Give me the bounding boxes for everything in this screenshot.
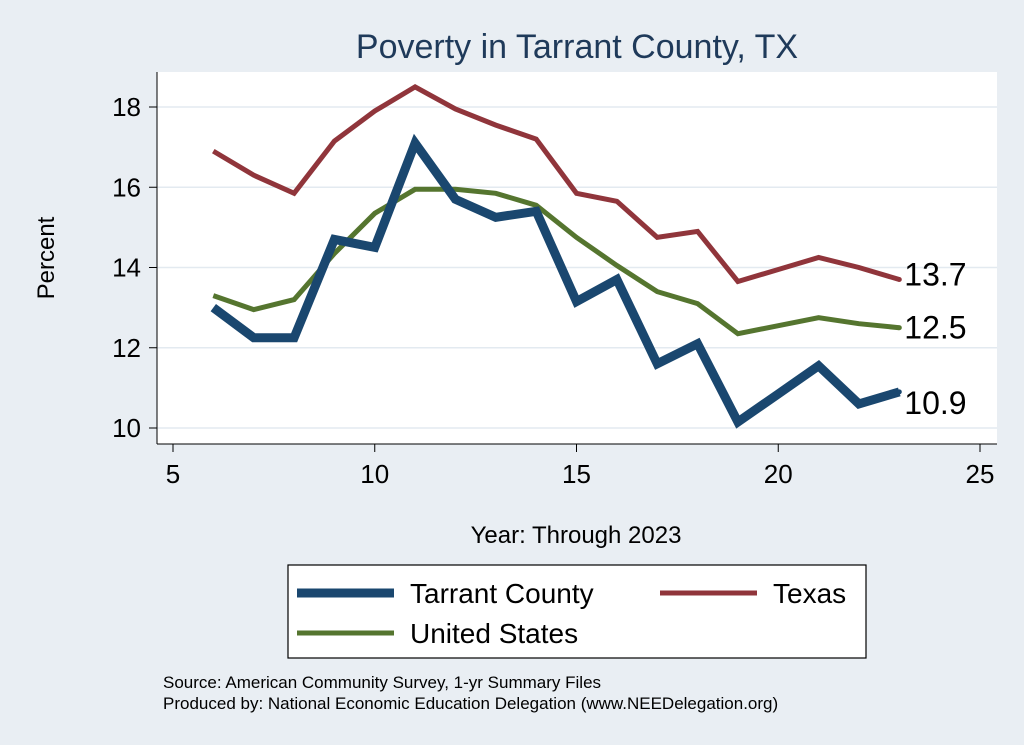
y-axis-title: Percent — [33, 216, 60, 299]
end-marker-texas — [896, 277, 902, 283]
source-note: Source: American Community Survey, 1-yr … — [163, 673, 601, 692]
legend-label-united-states: United States — [410, 618, 578, 649]
series-line-texas — [212, 84, 901, 285]
end-labels: 10.9 13.7 12.5 — [896, 257, 967, 421]
legend-label-tarrant-county: Tarrant County — [410, 578, 594, 609]
plot-area — [157, 72, 997, 444]
chart-title: Poverty in Tarrant County, TX — [356, 28, 798, 66]
x-tick-label-5: 5 — [166, 459, 180, 489]
producer-note: Produced by: National Economic Education… — [163, 694, 778, 713]
series-line-tarrant-county — [210, 133, 901, 429]
y-tick-label-16: 16 — [112, 172, 141, 202]
end-marker-united-states — [896, 325, 902, 331]
legend-box — [287, 564, 867, 659]
end-label-tarrant-county: 10.9 — [904, 385, 966, 421]
x-tick-label-10: 10 — [360, 459, 389, 489]
y-tick-label-18: 18 — [112, 92, 141, 122]
x-axis-title: Year: Through 2023 — [471, 522, 682, 549]
end-label-united-states: 12.5 — [904, 310, 966, 346]
end-label-texas: 13.7 — [904, 257, 966, 293]
y-tick-label-12: 12 — [112, 333, 141, 363]
x-axis-ticks: 5 10 15 20 25 — [166, 444, 995, 489]
x-tick-label-20: 20 — [764, 459, 793, 489]
x-tick-label-15: 15 — [562, 459, 591, 489]
x-tick-label-25: 25 — [966, 459, 995, 489]
series-lines — [210, 84, 901, 429]
legend-label-texas: Texas — [773, 578, 846, 609]
y-axis-ticks: 10 12 14 16 18 — [112, 92, 157, 443]
end-marker-tarrant-county — [896, 389, 902, 395]
legend: Tarrant County Texas United States — [287, 564, 867, 659]
y-tick-label-10: 10 — [112, 413, 141, 443]
y-tick-label-14: 14 — [112, 253, 141, 283]
